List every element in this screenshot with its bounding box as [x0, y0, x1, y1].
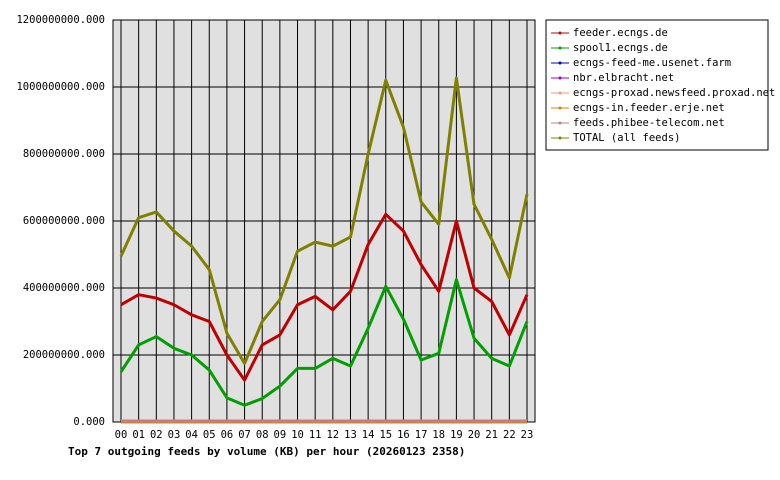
x-tick-label: 23: [521, 429, 534, 441]
legend-label: feeds.phibee-telecom.net: [573, 117, 725, 129]
y-tick-label: 200000000.000: [23, 349, 105, 361]
x-tick-label: 13: [344, 429, 357, 441]
x-tick-label: 14: [362, 429, 375, 441]
x-tick-label: 02: [150, 429, 163, 441]
series-line: [120, 212, 529, 382]
y-tick-label: 0.000: [73, 416, 105, 428]
x-tick-label: 07: [238, 429, 251, 441]
legend-marker: [558, 31, 562, 35]
legend-marker: [558, 121, 562, 125]
x-tick-label: 10: [291, 429, 304, 441]
series-line: [119, 278, 529, 407]
y-tick-label: 600000000.000: [23, 215, 105, 227]
x-tick-label: 06: [221, 429, 234, 441]
x-tick-label: 18: [432, 429, 445, 441]
x-tick-label: 03: [168, 429, 181, 441]
legend-marker: [558, 61, 562, 65]
legend-label: ecngs-proxad.newsfeed.proxad.net: [573, 87, 775, 99]
x-tick-label: 15: [379, 429, 392, 441]
x-tick-label: 11: [309, 429, 322, 441]
x-tick-label: 22: [503, 429, 516, 441]
y-tick-label: 800000000.000: [23, 148, 105, 160]
x-tick-label: 09: [274, 429, 287, 441]
x-tick-label: 21: [485, 429, 498, 441]
x-tick-label: 00: [115, 429, 128, 441]
legend-label: TOTAL (all feeds): [573, 132, 680, 144]
chart-title: Top 7 outgoing feeds by volume (KB) per …: [68, 445, 465, 458]
legend-marker: [558, 106, 562, 110]
legend-marker: [558, 136, 562, 140]
x-tick-label: 12: [326, 429, 339, 441]
legend-marker: [558, 46, 562, 50]
x-tick-label: 19: [450, 429, 463, 441]
legend-marker: [558, 91, 562, 95]
legend-label: spool1.ecngs.de: [573, 42, 668, 54]
legend-label: ecngs-in.feeder.erje.net: [573, 102, 725, 114]
x-tick-label: 04: [185, 429, 198, 441]
series-line: [119, 76, 529, 365]
y-tick-label: 1000000000.000: [16, 81, 105, 93]
y-tick-label: 400000000.000: [23, 282, 105, 294]
x-tick-label: 17: [415, 429, 428, 441]
x-tick-label: 01: [132, 429, 145, 441]
y-tick-label: 1200000000.000: [16, 14, 105, 26]
legend-box: [545, 19, 769, 151]
legend-label: nbr.elbracht.net: [573, 72, 674, 84]
legend-label: ecngs-feed-me.usenet.farm: [573, 57, 731, 69]
x-tick-label: 16: [397, 429, 410, 441]
legend-marker: [558, 76, 562, 80]
x-tick-label: 05: [203, 429, 216, 441]
x-tick-label: 08: [256, 429, 269, 441]
legend-label: feeder.ecngs.de: [573, 27, 668, 39]
x-tick-label: 20: [468, 429, 481, 441]
